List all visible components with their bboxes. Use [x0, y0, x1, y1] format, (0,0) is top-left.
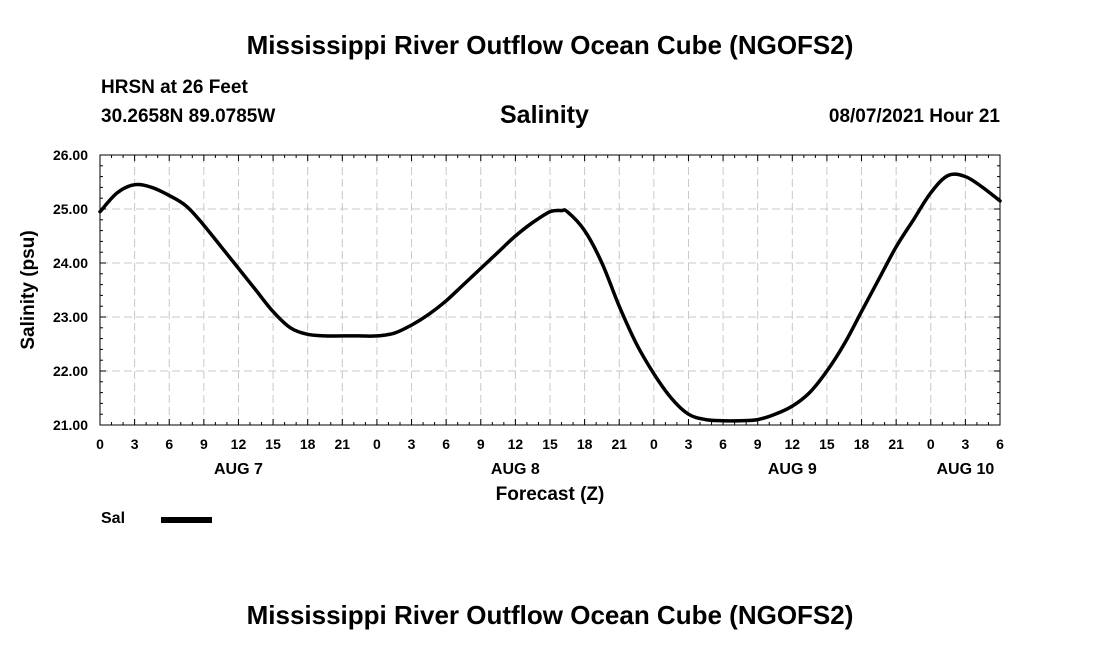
x-tick-label: 3	[685, 436, 693, 452]
x-tick-label: 6	[165, 436, 173, 452]
x-tick-label: 15	[542, 436, 558, 452]
x-date-label: AUG 10	[936, 461, 994, 478]
x-tick-label: 21	[335, 436, 351, 452]
forecast-timestamp: 08/07/2021 Hour 21	[828, 106, 1000, 127]
x-tick-label: 3	[408, 436, 416, 452]
legend-line-swatch	[161, 517, 212, 523]
x-tick-label: 21	[611, 436, 627, 452]
x-tick-label: 9	[477, 436, 485, 452]
x-tick-label: 18	[854, 436, 870, 452]
x-tick-label: 12	[508, 436, 524, 452]
x-tick-label: 9	[200, 436, 208, 452]
station-label: HRSN at 26 Feet	[101, 77, 248, 98]
x-tick-label: 15	[819, 436, 835, 452]
x-tick-label: 6	[996, 436, 1004, 452]
y-tick-label: 24.00	[53, 255, 88, 271]
parameter-title: Salinity	[500, 101, 589, 129]
x-tick-label: 6	[719, 436, 727, 452]
y-tick-label: 26.00	[53, 147, 88, 163]
x-tick-label: 12	[785, 436, 801, 452]
chart-main-title: Mississippi River Outflow Ocean Cube (NG…	[246, 30, 854, 60]
chart-footer-title: Mississippi River Outflow Ocean Cube (NG…	[246, 600, 854, 630]
x-tick-label: 0	[927, 436, 935, 452]
x-tick-label: 6	[442, 436, 450, 452]
series-line-sal	[98, 172, 1002, 423]
x-tick-label: 3	[961, 436, 969, 452]
x-date-label: AUG 7	[214, 461, 263, 478]
y-tick-label: 22.00	[53, 363, 88, 379]
y-tick-label: 23.00	[53, 309, 88, 325]
legend-label: Sal	[101, 510, 126, 527]
x-axis-title: Forecast (Z)	[496, 484, 605, 505]
x-tick-label: 21	[888, 436, 904, 452]
station-coordinates: 30.2658N 89.0785W	[101, 106, 276, 127]
x-tick-label: 15	[265, 436, 281, 452]
x-tick-label: 3	[131, 436, 139, 452]
x-tick-label: 18	[300, 436, 316, 452]
x-tick-label: 0	[96, 436, 104, 452]
y-tick-label: 25.00	[53, 201, 88, 217]
x-date-label: AUG 9	[768, 461, 817, 478]
y-tick-label: 21.00	[53, 417, 88, 433]
x-tick-label: 18	[577, 436, 593, 452]
x-tick-label: 9	[754, 436, 762, 452]
x-date-label: AUG 8	[491, 461, 540, 478]
x-tick-label: 0	[650, 436, 658, 452]
x-tick-label: 0	[373, 436, 381, 452]
y-axis-title: Salinity (psu)	[18, 230, 39, 349]
x-tick-label: 12	[231, 436, 247, 452]
